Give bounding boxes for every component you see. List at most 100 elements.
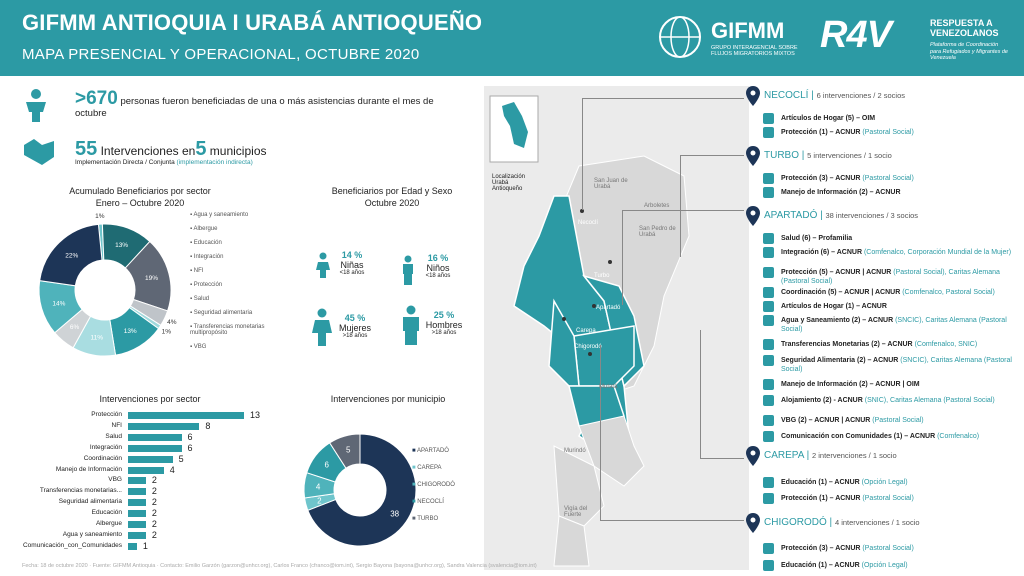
legend-item: ▪ VBG	[190, 344, 207, 350]
uraba-map	[489, 95, 690, 567]
location-header: TURBO | 5 intervenciones / 1 socio	[764, 150, 892, 161]
legend-item: ▪ Agua y saneamiento	[190, 212, 249, 218]
implementation-note: Implementación Directa / Conjunta (imple…	[75, 159, 253, 166]
pie-slice	[329, 433, 361, 469]
footer: Fecha: 18 de octubre 2020 · Fuente: GIFM…	[22, 563, 537, 569]
bar-value: 8	[205, 420, 211, 431]
bar-category-label: Comunicación_con_Comunidades	[22, 541, 122, 549]
boy-icon	[403, 255, 413, 285]
sector-icon	[763, 339, 774, 350]
woman-icon	[312, 308, 332, 346]
pie-label: 1%	[95, 213, 105, 220]
intervention-item: Artículos de Hogar (5) – OIM	[781, 115, 876, 122]
bar-category-label: Seguridad alimentaria	[58, 498, 122, 506]
bar	[128, 477, 146, 485]
intervention-item: Salud (6) – Profamilia	[781, 235, 853, 242]
pie-label: 6%	[70, 324, 80, 331]
sector-icon	[763, 560, 774, 571]
legend-item: ■ APARTADÓ	[412, 448, 449, 454]
sector-icon	[763, 187, 774, 198]
page-subtitle: MAPA PRESENCIAL Y OPERACIONAL, OCTUBRE 2…	[22, 46, 420, 63]
intervention-item: Seguridad Alimentaria (2) – ACNUR (SNCIC…	[781, 357, 1012, 373]
sector-icon	[763, 301, 774, 312]
pie-label: 13%	[115, 242, 128, 249]
pie-value: 5	[346, 446, 351, 455]
sector-icon	[763, 287, 774, 298]
intervention-item: Protección (1) – ACNUR (Pastoral Social)	[781, 495, 914, 502]
bar-value: 6	[187, 431, 193, 442]
sector-icon	[763, 355, 774, 366]
sector-icon	[763, 315, 774, 326]
sector-icon	[763, 543, 774, 554]
sector-bar-chart: Protección 13 NFI 8 Salud 6 Integración 6 Coordi…	[0, 410, 300, 554]
intervention-item: Comunicación con Comunidades (1) – ACNUR…	[781, 433, 980, 440]
sector-icon	[763, 173, 774, 184]
intervention-item: Manejo de Información (2) – ACNUR	[781, 189, 901, 196]
legend-item: ▪ Protección	[190, 282, 223, 288]
bar-value: 6	[187, 442, 193, 453]
bar-value: 2	[151, 497, 157, 508]
bar-value: 4	[169, 464, 175, 475]
globe-icon	[659, 16, 701, 58]
header-bar: GIFMM ANTIOQUIA I URABÁ ANTIOQUEÑO MAPA …	[0, 0, 1024, 76]
pie-label: 1%	[162, 328, 172, 335]
intervention-item: Alojamiento (2) - ACNUR (SNIC), Caritas …	[781, 397, 995, 404]
pie-title: Acumulado Beneficiarios por sector	[69, 186, 211, 196]
interventions-stat: 55 Intervenciones en5 municipios	[75, 138, 267, 160]
legend-item: ■ NECOCLÍ	[412, 499, 444, 505]
sector-icon	[763, 477, 774, 488]
pie-value: 4	[316, 482, 321, 491]
intervention-item: Protección (1) – ACNUR (Pastoral Social)	[781, 129, 914, 136]
legend-item: ▪ NFI	[190, 268, 204, 274]
intervention-item: Integración (6) – ACNUR (Comfenalco, Cor…	[781, 249, 1012, 256]
bar	[128, 510, 146, 518]
r4v-logo: R4V RESPUESTA A VENEZOLANOS Plataforma d…	[820, 14, 1008, 61]
pie-value: 38	[390, 510, 399, 519]
sector-icon	[763, 233, 774, 244]
location-pin-icon	[746, 206, 760, 226]
bar	[128, 521, 146, 528]
bar-category-label: Manejo de Información	[55, 465, 122, 473]
intervention-item: Coordinación (5) – ACNUR | ACNUR (Comfen…	[781, 289, 995, 296]
bar-category-label: Agua y saneamiento	[62, 530, 122, 538]
man-icon	[403, 305, 419, 345]
legend-item: ■ CAREPA	[412, 465, 442, 471]
intervention-item: Educación (1) – ACNUR (Opción Legal)	[781, 479, 908, 486]
sector-icon	[763, 247, 774, 258]
bar	[128, 542, 137, 550]
gifmm-logo: GIFMM GRUPO INTERAGENCIAL SOBRE FLUJOS M…	[655, 14, 805, 64]
handshake-icon	[24, 139, 54, 165]
bar-category-label: Protección	[91, 411, 122, 418]
bar-category-label: Salud	[105, 432, 122, 440]
legend-item: ▪ Educación	[190, 240, 222, 246]
location-pin-icon	[746, 146, 760, 166]
intervention-item: Agua y Saneamiento (2) – ACNUR (SNCIC), …	[781, 317, 1007, 333]
bar	[128, 488, 146, 496]
bar	[128, 422, 200, 430]
intervention-item: Artículos de Hogar (1) – ACNUR	[781, 303, 887, 310]
location-header: CAREPA | 2 intervenciones / 1 socio	[764, 450, 897, 461]
location-pin-icon	[746, 513, 760, 533]
intervention-item: VBG (2) – ACNUR | ACNUR (Pastoral Social…	[781, 417, 924, 424]
sector-icon	[763, 415, 774, 426]
intervention-item: Protección (5) – ACNUR | ACNUR (Pastoral…	[781, 269, 1000, 285]
bar	[128, 499, 146, 507]
intervention-item: Protección (3) – ACNUR (Pastoral Social)	[781, 545, 914, 552]
sector-icon	[763, 127, 774, 138]
pie-slice	[39, 223, 103, 287]
bar	[128, 531, 146, 539]
bar-value: 2	[151, 508, 157, 519]
intervention-item: Protección (3) – ACNUR (Pastoral Social)	[781, 175, 914, 182]
age-title: Beneficiarios por Edad y Sexo	[331, 186, 453, 196]
bar-category-label: Coordinación	[83, 454, 122, 462]
bar-value: 2	[151, 475, 157, 486]
legend-item: ▪ Albergue	[190, 226, 218, 232]
legend-item: ▪ Integración	[190, 254, 224, 260]
sector-icon	[763, 113, 774, 124]
bar-value: 2	[151, 486, 157, 497]
legend-item: ▪ Seguridad alimentaria	[190, 310, 253, 316]
muni-legend: ■ APARTADÓ ■ CAREPA ■ CHIGORODÓ ■ NECOCLÍ ■ …	[412, 448, 482, 533]
pie-label: 4%	[167, 319, 177, 326]
pie-slice	[307, 433, 417, 547]
pie-subtitle: Enero – Octubre 2020	[95, 198, 185, 208]
